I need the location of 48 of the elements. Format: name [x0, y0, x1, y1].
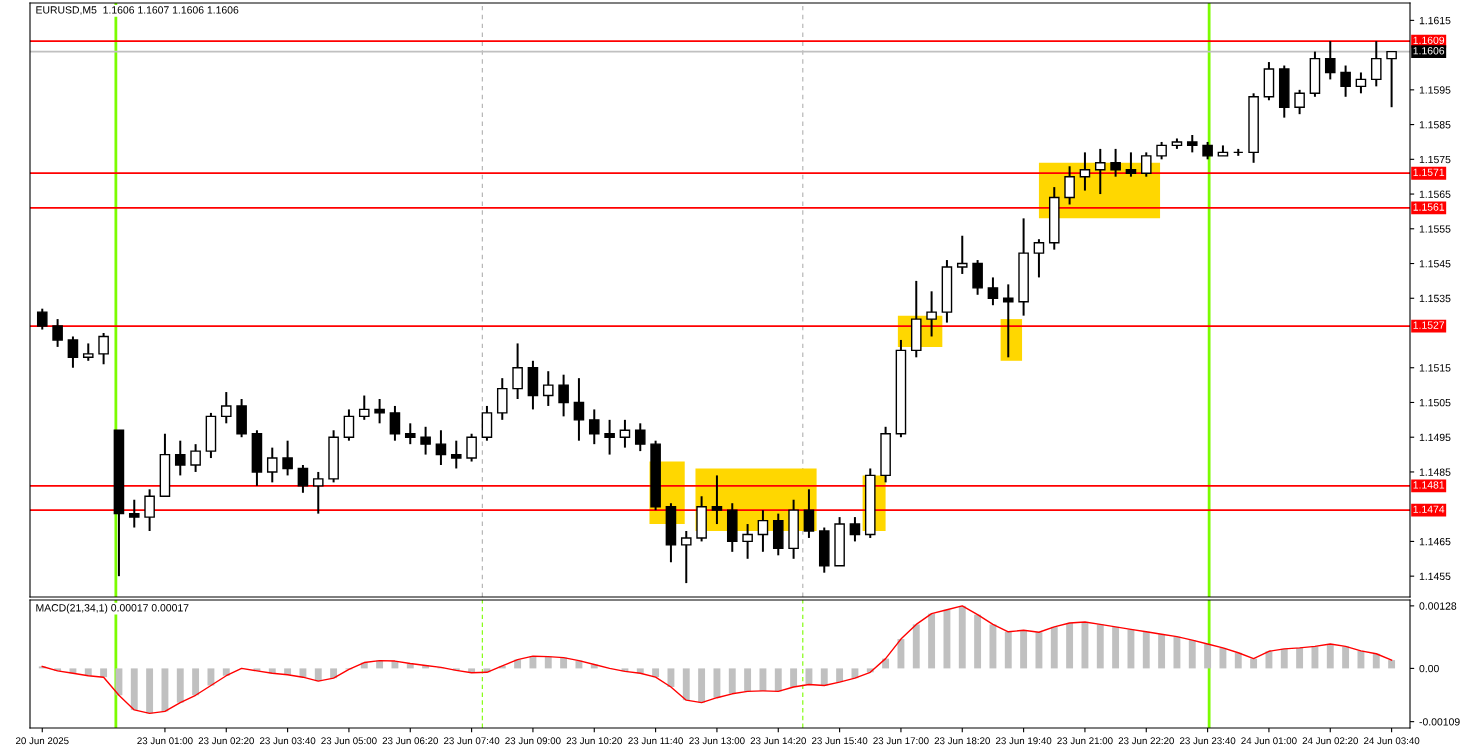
x-tick-label: 23 Jun 17:00 [873, 737, 929, 745]
y-tick-label: 1.1575 [1419, 155, 1451, 164]
x-tick-label: 24 Jun 02:20 [1302, 737, 1358, 745]
x-tick-label: 24 Jun 03:40 [1363, 737, 1420, 745]
y-tick-label: 0.00 [1419, 664, 1439, 673]
ref-line-label: 1.1571 [1413, 168, 1445, 177]
x-tick-label: 23 Jun 23:40 [1179, 737, 1236, 745]
x-tick-label: 23 Jun 06:20 [382, 737, 438, 745]
y-tick-label: -0.00109 [1419, 718, 1460, 726]
y-tick-label: 1.1455 [1419, 572, 1451, 581]
ref-line-label: 1.1609 [1413, 36, 1445, 45]
x-tick-label: 23 Jun 19:40 [995, 737, 1052, 745]
y-tick-label: 1.1505 [1419, 398, 1451, 407]
x-tick-label: 23 Jun 05:00 [321, 737, 377, 745]
y-tick-label: 1.1535 [1419, 294, 1451, 303]
y-tick-label: 1.1485 [1419, 468, 1451, 476]
x-tick-label: 24 Jun 01:00 [1241, 737, 1297, 745]
x-tick-label: 23 Jun 09:00 [505, 737, 561, 745]
chart-title: MACD(21,34,1) 0.00017 0.00017 [36, 603, 189, 614]
x-tick-label: 23 Jun 21:00 [1057, 737, 1113, 745]
y-tick-label: 1.1595 [1419, 86, 1451, 94]
x-tick-label: 23 Jun 11:40 [628, 737, 683, 745]
x-tick-label: 23 Jun 15:40 [811, 737, 868, 745]
x-tick-label: 23 Jun 03:40 [259, 737, 316, 745]
y-tick-label: 1.1465 [1419, 537, 1451, 546]
y-tick-label: 1.1495 [1419, 433, 1451, 442]
x-tick-label: 23 Jun 02:20 [198, 737, 254, 745]
ref-line-label: 1.1527 [1413, 321, 1445, 329]
y-tick-label: 1.1545 [1419, 260, 1451, 268]
ref-line-label: 1.1481 [1413, 481, 1445, 489]
x-tick-label: 23 Jun 10:20 [566, 737, 622, 745]
x-tick-label: 23 Jun 01:00 [137, 737, 193, 745]
y-tick-label: 0.00128 [1419, 602, 1457, 610]
y-tick-label: 1.1555 [1419, 225, 1451, 233]
y-tick-label: 1.1615 [1419, 16, 1451, 25]
x-tick-label: 20 Jun 2025 [16, 737, 69, 745]
y-tick-label: 1.1515 [1419, 364, 1451, 372]
x-tick-label: 23 Jun 22:20 [1118, 737, 1174, 745]
y-tick-label: 1.1565 [1419, 190, 1451, 198]
x-tick-label: 23 Jun 07:40 [443, 737, 500, 745]
ref-line-label: 1.1606 [1413, 47, 1445, 55]
x-tick-label: 23 Jun 14:20 [750, 737, 806, 745]
ref-line-label: 1.1474 [1413, 505, 1445, 513]
x-tick-label: 23 Jun 18:20 [934, 737, 990, 745]
x-tick-label: 23 Jun 13:00 [689, 737, 745, 745]
y-tick-label: 1.1585 [1419, 121, 1451, 129]
chart-title: EURUSD,M5 1.1606 1.1607 1.1606 1.1606 [36, 6, 239, 15]
ref-line-label: 1.1561 [1413, 203, 1445, 211]
